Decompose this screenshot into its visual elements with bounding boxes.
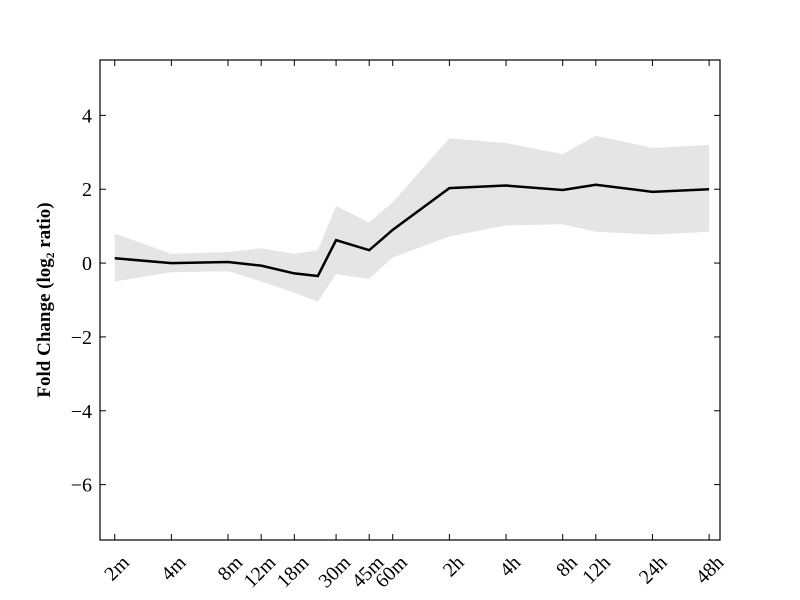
y-tick-label: −6 bbox=[71, 475, 92, 497]
y-axis-label: Fold Change (log₂ ratio) bbox=[34, 202, 55, 397]
y-tick-label: −2 bbox=[71, 327, 92, 349]
range-band bbox=[114, 135, 710, 302]
mean-line bbox=[114, 183, 710, 278]
y-tick-label: 0 bbox=[82, 253, 92, 275]
y-tick-label: −4 bbox=[71, 401, 92, 423]
y-tick-label: 4 bbox=[82, 105, 92, 127]
plot-frame bbox=[99, 59, 721, 541]
y-tick-label: 2 bbox=[82, 179, 92, 201]
